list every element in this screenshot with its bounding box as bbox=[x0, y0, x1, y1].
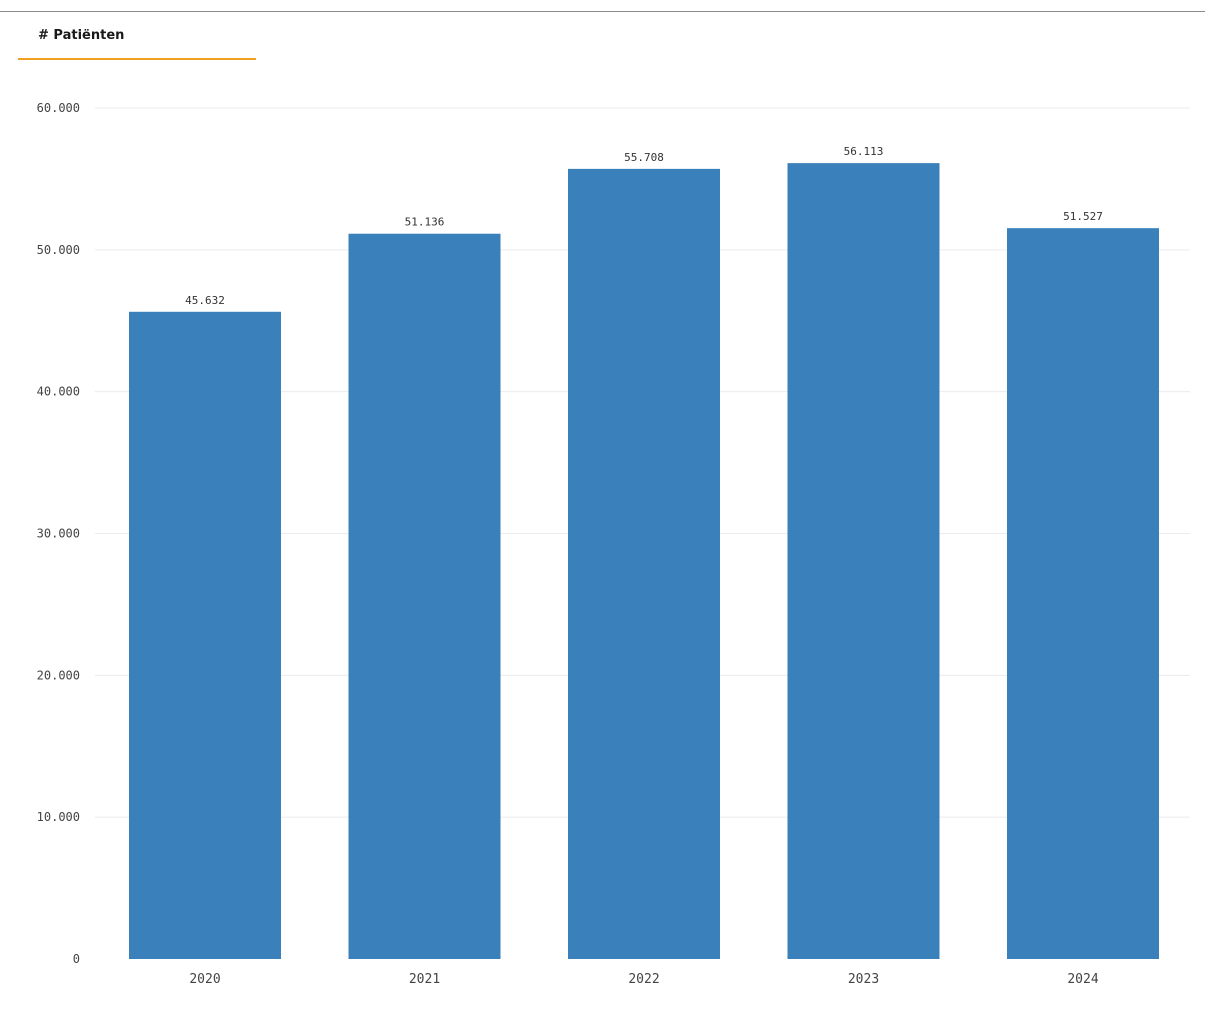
y-axis: 0 10.000 20.000 30.000 40.000 50.000 60.000 bbox=[37, 101, 80, 966]
y-tick-label: 60.000 bbox=[37, 101, 80, 115]
x-tick-label: 2024 bbox=[1067, 972, 1098, 987]
bar-2022[interactable] bbox=[568, 168, 720, 959]
x-tick-label: 2023 bbox=[848, 972, 879, 987]
bar-2020[interactable] bbox=[129, 311, 281, 959]
data-labels: 45.632 51.136 55.708 56.113 51.527 bbox=[185, 145, 1103, 307]
y-tick-label: 20.000 bbox=[37, 668, 80, 682]
y-tick-label: 0 bbox=[73, 952, 80, 966]
tab-label: # Patiënten bbox=[38, 28, 125, 43]
data-label: 45.632 bbox=[185, 294, 225, 307]
data-label: 55.708 bbox=[624, 151, 664, 164]
data-label: 56.113 bbox=[844, 145, 884, 158]
data-label: 51.136 bbox=[405, 216, 445, 229]
bar-2024[interactable] bbox=[1007, 228, 1159, 959]
tab-patienten[interactable]: # Patiënten bbox=[18, 22, 256, 60]
y-tick-label: 10.000 bbox=[37, 810, 80, 824]
x-tick-label: 2021 bbox=[409, 972, 440, 987]
x-axis: 2020 2021 2022 2023 2024 bbox=[189, 972, 1098, 987]
data-label: 51.527 bbox=[1063, 210, 1103, 223]
bar-2023[interactable] bbox=[787, 163, 940, 959]
x-tick-label: 2022 bbox=[628, 972, 659, 987]
bars bbox=[129, 163, 1159, 959]
y-tick-label: 50.000 bbox=[37, 243, 80, 257]
bar-2021[interactable] bbox=[348, 233, 501, 959]
tab-active-indicator bbox=[18, 58, 256, 60]
top-divider bbox=[0, 11, 1205, 12]
x-tick-label: 2020 bbox=[189, 972, 220, 987]
y-tick-label: 30.000 bbox=[37, 527, 80, 541]
y-tick-label: 40.000 bbox=[37, 385, 80, 399]
